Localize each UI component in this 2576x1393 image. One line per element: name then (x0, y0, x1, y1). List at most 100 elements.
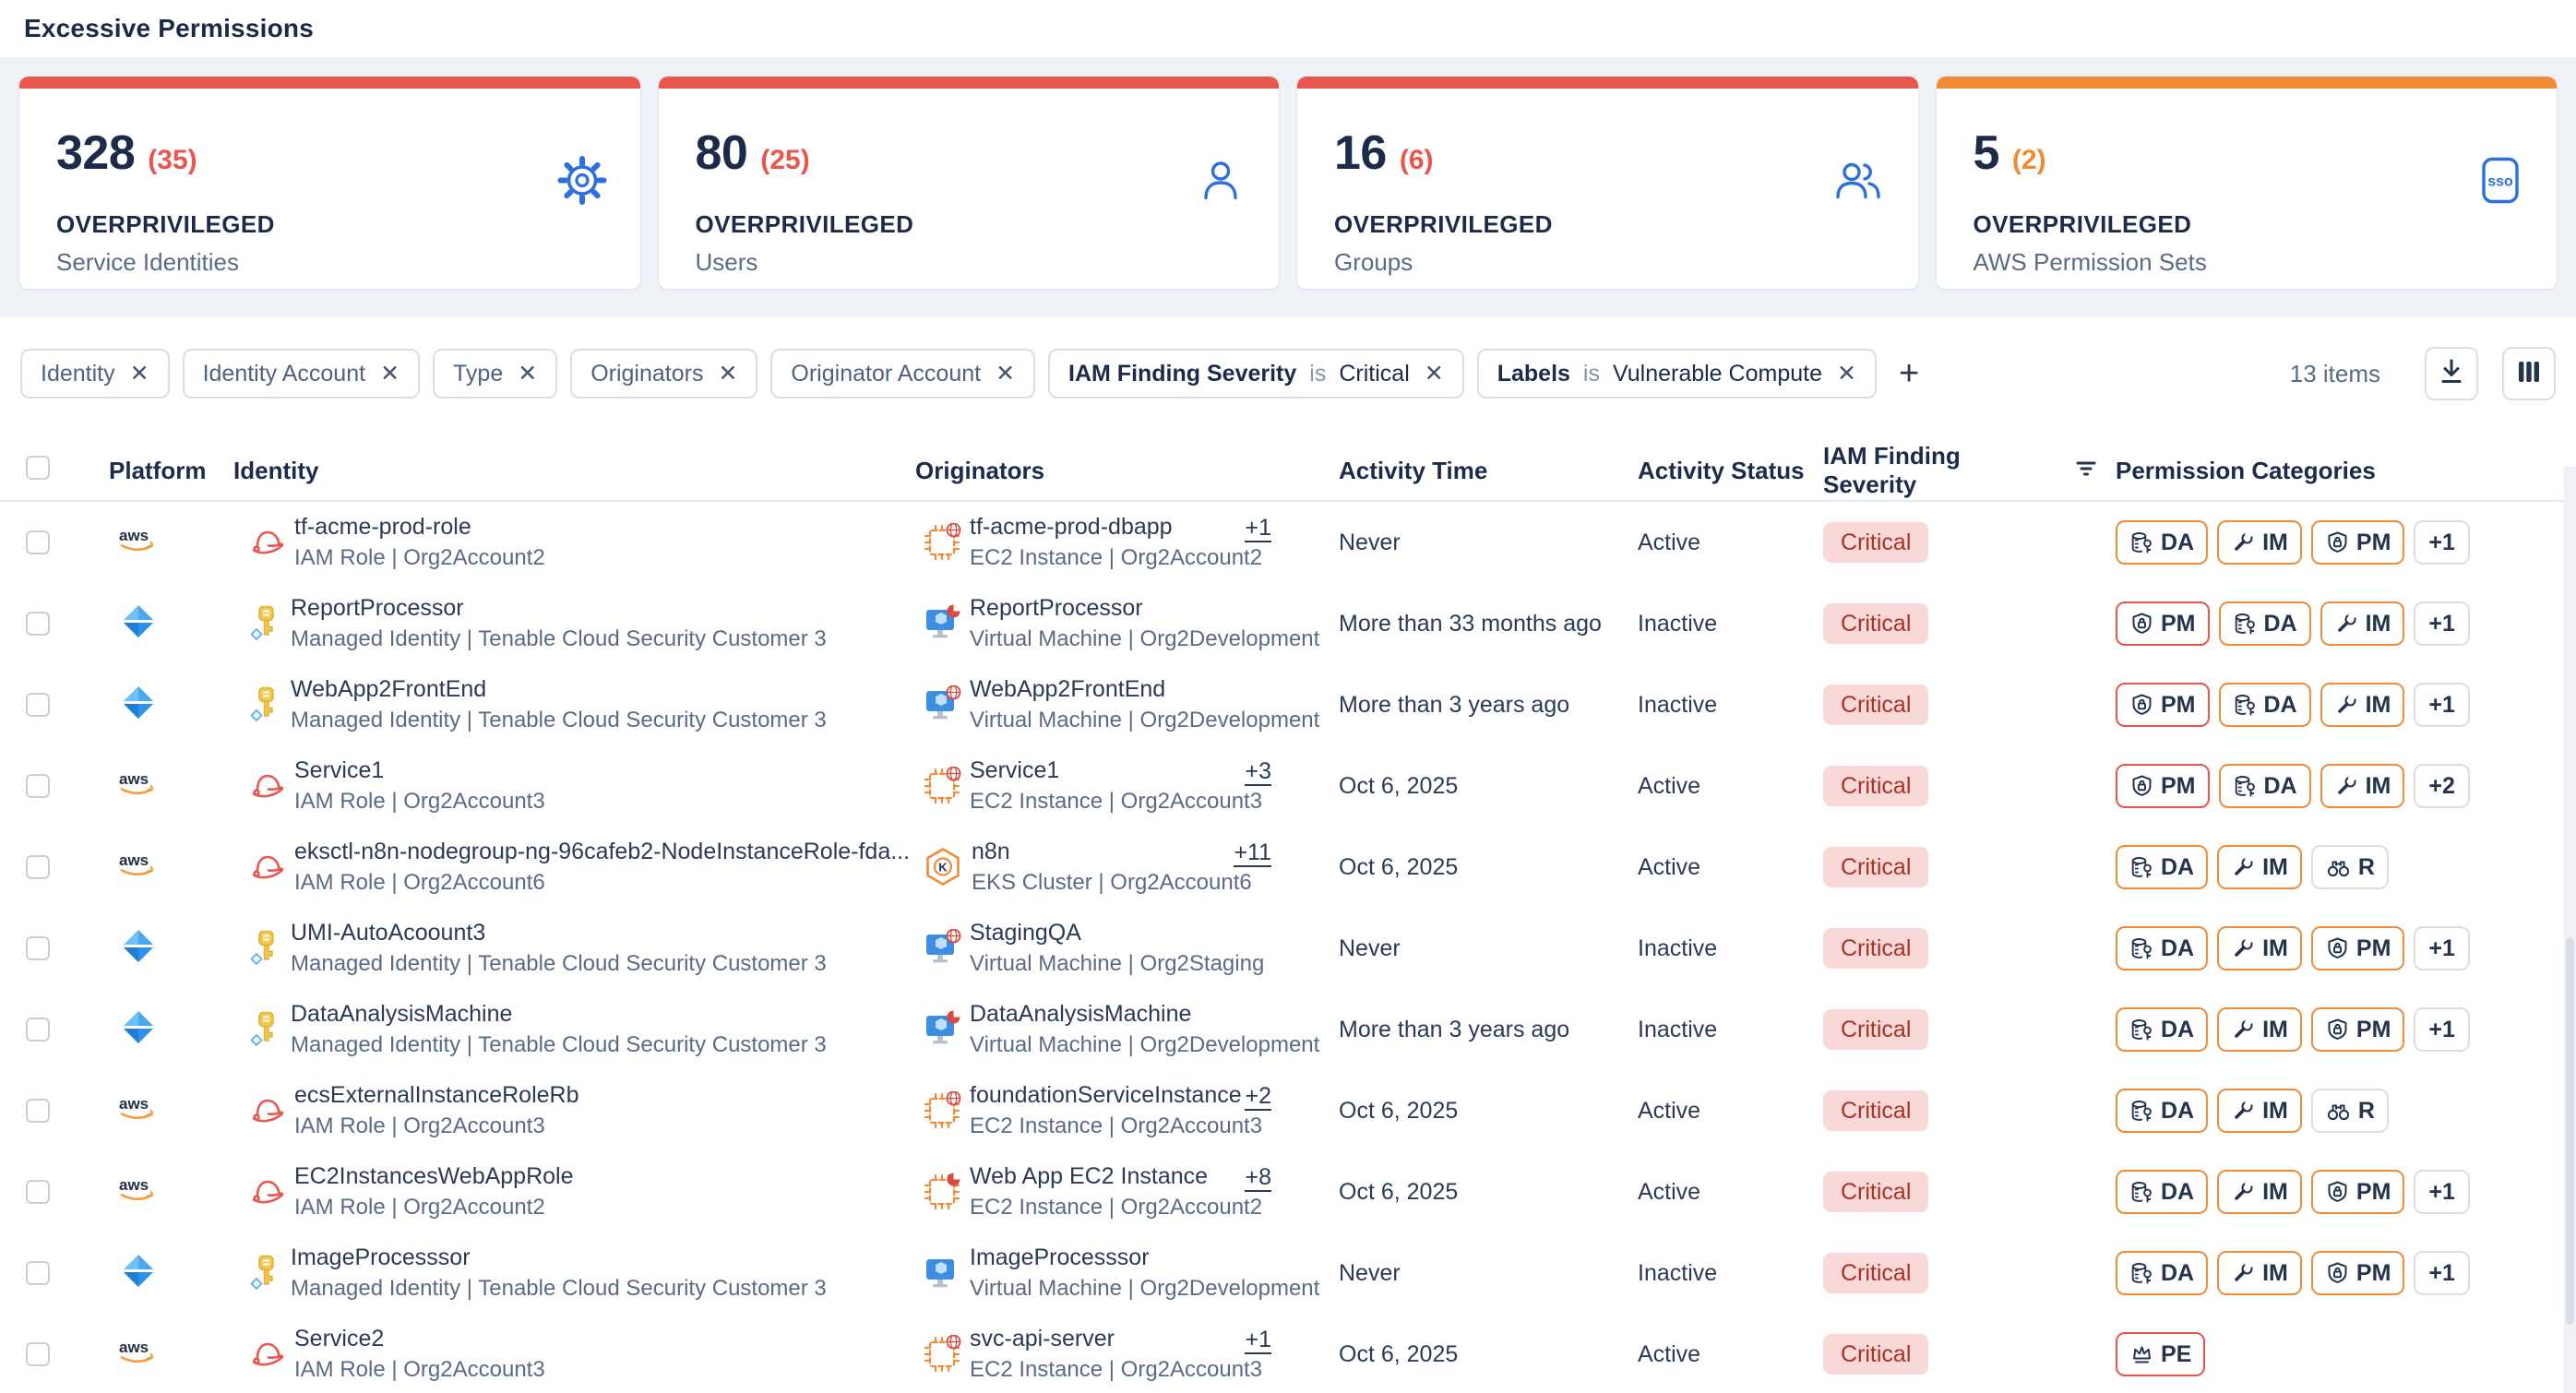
permission-more-chip[interactable]: +1 (2414, 926, 2470, 970)
originator-name[interactable]: Web App EC2 Instance (970, 1163, 1209, 1189)
summary-card[interactable]: 5 (2) OVERPRIVILEGED AWS Permission Sets sso (1935, 76, 2558, 290)
permission-chip-im[interactable]: IM (2320, 764, 2405, 808)
originator-more-link[interactable]: +11 (1234, 839, 1271, 867)
summary-card[interactable]: 80 (25) OVERPRIVILEGED Users (657, 76, 1280, 290)
table-row[interactable]: ImageProcesssor Managed Identity | Tenabl… (0, 1232, 2576, 1314)
row-checkbox[interactable] (26, 693, 50, 717)
row-checkbox[interactable] (26, 1180, 50, 1204)
permission-chip-da[interactable]: DA (2116, 1251, 2209, 1295)
identity-name[interactable]: ReportProcessor (291, 595, 464, 621)
permission-chip-im[interactable]: IM (2217, 1170, 2302, 1214)
permission-chip-da[interactable]: DA (2218, 601, 2311, 646)
originator-more-link[interactable]: +1 (1245, 515, 1271, 542)
originator-name[interactable]: Service1 (970, 757, 1060, 783)
permission-more-chip[interactable]: +1 (2414, 520, 2470, 565)
summary-card[interactable]: 16 (6) OVERPRIVILEGED Groups (1296, 76, 1919, 290)
columns-button[interactable] (2502, 347, 2556, 400)
column-header-identity[interactable]: Identity (233, 456, 319, 484)
scrollbar-thumb[interactable] (2566, 937, 2574, 1325)
originator-name[interactable]: StagingQA (970, 920, 1081, 946)
originator-name[interactable]: ImageProcesssor (970, 1244, 1150, 1270)
permission-more-chip[interactable]: +1 (2414, 1170, 2470, 1214)
column-header-permission-categories[interactable]: Permission Categories (2116, 456, 2376, 484)
filter-chip[interactable]: IAM Finding Severity is Critical ✕ (1048, 349, 1464, 399)
row-checkbox[interactable] (26, 1261, 50, 1285)
permission-more-chip[interactable]: +1 (2414, 683, 2470, 727)
originator-name[interactable]: svc-api-server (970, 1326, 1115, 1351)
remove-filter-icon[interactable]: ✕ (129, 361, 149, 387)
permission-chip-im[interactable]: IM (2320, 683, 2405, 727)
table-row[interactable]: aws ecsExternalInstanceRoleRb IAM Role | O… (0, 1070, 2576, 1151)
identity-name[interactable]: ImageProcesssor (291, 1244, 471, 1270)
remove-filter-icon[interactable]: ✕ (996, 361, 1016, 387)
select-all-checkbox[interactable] (26, 455, 50, 480)
row-checkbox[interactable] (26, 530, 50, 554)
column-header-iam-finding-severity[interactable]: IAM Finding Severity (1807, 442, 2099, 499)
filter-icon[interactable] (2073, 455, 2099, 487)
originator-name[interactable]: foundationServiceInstance (970, 1082, 1242, 1108)
column-header-activity-status[interactable]: Activity Status (1638, 456, 1805, 484)
permission-chip-pm[interactable]: PM (2310, 520, 2405, 565)
permission-chip-im[interactable]: IM (2217, 1251, 2302, 1295)
identity-name[interactable]: UMI-AutoAcoount3 (291, 920, 486, 946)
permission-chip-pm[interactable]: PM (2310, 1251, 2405, 1295)
permission-chip-r[interactable]: R (2310, 845, 2389, 889)
permission-chip-pe[interactable]: PE (2116, 1332, 2206, 1376)
filter-chip[interactable]: Identity ✕ (20, 349, 170, 399)
table-row[interactable]: aws EC2InstancesWebAppRole IAM Role | Org2… (0, 1151, 2576, 1232)
column-header-originators[interactable]: Originators (915, 456, 1045, 484)
identity-name[interactable]: Service1 (294, 757, 385, 783)
permission-chip-da[interactable]: DA (2116, 1007, 2209, 1052)
filter-chip[interactable]: Originator Account ✕ (770, 349, 1036, 399)
remove-filter-icon[interactable]: ✕ (380, 361, 400, 387)
identity-name[interactable]: EC2InstancesWebAppRole (294, 1163, 574, 1189)
originator-more-link[interactable]: +1 (1245, 1327, 1271, 1354)
row-checkbox[interactable] (26, 774, 50, 798)
permission-chip-im[interactable]: IM (2217, 926, 2302, 970)
summary-card[interactable]: 328 (35) OVERPRIVILEGED Service Identities (18, 76, 641, 290)
identity-name[interactable]: WebApp2FrontEnd (291, 676, 487, 702)
filter-chip[interactable]: Type ✕ (433, 349, 558, 399)
row-checkbox[interactable] (26, 1018, 50, 1042)
permission-chip-da[interactable]: DA (2218, 683, 2311, 727)
add-filter-button[interactable]: + (1898, 354, 1920, 393)
originator-more-link[interactable]: +3 (1245, 758, 1271, 786)
table-row[interactable]: ReportProcessor Managed Identity | Tenabl… (0, 583, 2576, 664)
identity-name[interactable]: DataAnalysisMachine (291, 1001, 513, 1027)
permission-chip-im[interactable]: IM (2320, 601, 2405, 646)
row-checkbox[interactable] (26, 612, 50, 636)
permission-chip-r[interactable]: R (2310, 1089, 2389, 1133)
originator-more-link[interactable]: +2 (1245, 1083, 1271, 1111)
remove-filter-icon[interactable]: ✕ (1836, 361, 1856, 387)
permission-more-chip[interactable]: +1 (2414, 601, 2470, 646)
table-row[interactable]: UMI-AutoAcoount3 Managed Identity | Tenab… (0, 908, 2576, 989)
identity-name[interactable]: Service2 (294, 1326, 385, 1351)
row-checkbox[interactable] (26, 1099, 50, 1123)
vertical-scrollbar[interactable] (2564, 467, 2576, 1393)
permission-chip-pm[interactable]: PM (2310, 1170, 2405, 1214)
table-row[interactable]: WebApp2FrontEnd Managed Identity | Tenabl… (0, 664, 2576, 745)
originator-name[interactable]: ReportProcessor (970, 595, 1143, 621)
originator-name[interactable]: DataAnalysisMachine (970, 1001, 1192, 1027)
permission-chip-da[interactable]: DA (2116, 520, 2209, 565)
originator-name[interactable]: WebApp2FrontEnd (970, 676, 1166, 702)
export-button[interactable] (2425, 347, 2478, 400)
identity-name[interactable]: eksctl-n8n-nodegroup-ng-96cafeb2-NodeIns… (294, 839, 911, 864)
table-row[interactable]: aws tf-acme-prod-role IAM Role | Org2Accou… (0, 502, 2576, 583)
table-row[interactable]: aws Service1 IAM Role | Org2Account3 Servic… (0, 745, 2576, 827)
row-checkbox[interactable] (26, 936, 50, 960)
remove-filter-icon[interactable]: ✕ (718, 361, 738, 387)
permission-chip-pm[interactable]: PM (2310, 1007, 2405, 1052)
permission-more-chip[interactable]: +1 (2414, 1251, 2470, 1295)
permission-chip-im[interactable]: IM (2217, 520, 2302, 565)
table-row[interactable]: aws eksctl-n8n-nodegroup-ng-96cafeb2-Node… (0, 827, 2576, 908)
permission-chip-da[interactable]: DA (2116, 1170, 2209, 1214)
originator-name[interactable]: tf-acme-prod-dbapp (970, 514, 1173, 540)
permission-chip-pm[interactable]: PM (2116, 601, 2210, 646)
permission-chip-da[interactable]: DA (2218, 764, 2311, 808)
permission-chip-im[interactable]: IM (2217, 845, 2302, 889)
identity-name[interactable]: tf-acme-prod-role (294, 514, 471, 540)
permission-chip-pm[interactable]: PM (2116, 764, 2210, 808)
filter-chip[interactable]: Identity Account ✕ (182, 349, 421, 399)
permission-chip-pm[interactable]: PM (2116, 683, 2210, 727)
